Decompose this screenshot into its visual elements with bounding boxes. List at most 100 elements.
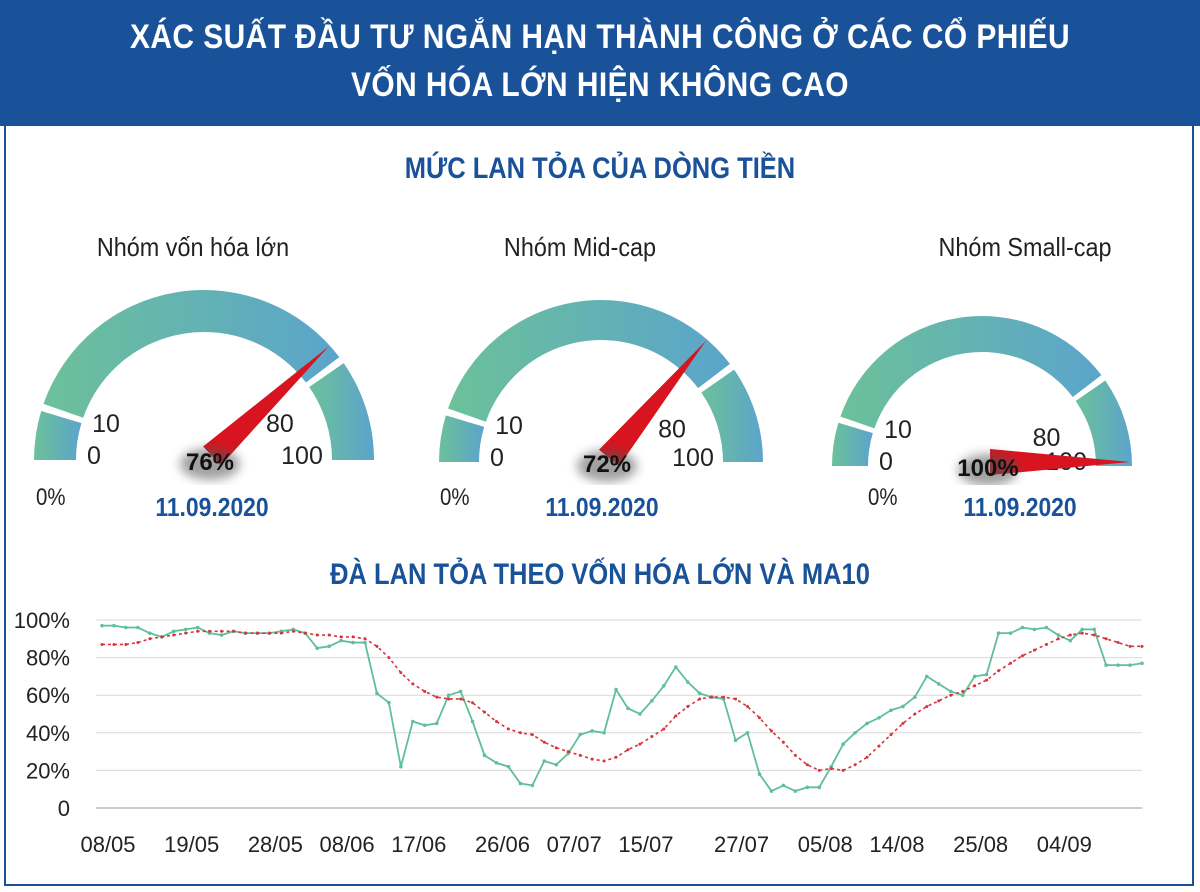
y-tick-label: 100% (14, 608, 70, 633)
series-main-point (793, 789, 798, 793)
series-main-point (805, 785, 810, 790)
series-main-point (411, 719, 415, 724)
gauge-1-tick-80-label: 80 (266, 410, 294, 438)
series-main-point (889, 708, 893, 713)
series-ma10-point (686, 704, 690, 708)
series-ma10-point (339, 635, 343, 639)
gauge-2-segment-3 (701, 369, 763, 462)
series-main-point (662, 684, 666, 688)
gauge-2-date: 11.09.2020 (545, 492, 659, 522)
series-ma10-point (853, 763, 857, 767)
series-main-point (901, 704, 905, 709)
series-ma10-point (303, 631, 307, 635)
gauge-1: 0 10 80 100 76% (34, 290, 374, 480)
series-ma10-point (483, 710, 487, 714)
series-ma10-point (279, 631, 283, 635)
series-ma10-point (793, 753, 797, 757)
series-main-point (948, 689, 953, 694)
series-ma10-point (471, 701, 475, 705)
x-tick-label: 26/06 (475, 832, 530, 857)
y-tick-label: 40% (26, 721, 70, 746)
x-tick-label: 25/08 (953, 832, 1008, 857)
series-ma10-point (674, 714, 678, 718)
series-main-point (1044, 625, 1049, 630)
series-ma10-point (734, 697, 738, 701)
gauge-3-segment-1 (832, 422, 873, 466)
series-ma10-point (722, 695, 726, 699)
series-ma10-point (315, 633, 319, 637)
series-ma10-point (387, 656, 391, 660)
series-main-point (171, 629, 176, 634)
series-ma10-point (554, 746, 558, 750)
series-ma10-point (494, 720, 498, 724)
gauge-2-segment-2 (448, 300, 730, 422)
series-ma10-point (423, 689, 427, 693)
series-ma10-point (172, 633, 176, 637)
series-main-point (506, 764, 511, 769)
series-main-point (578, 732, 582, 737)
series-main-point (494, 761, 499, 765)
series-main-point (1068, 638, 1073, 643)
gauge-2-label: Nhóm Mid-cap (503, 232, 657, 262)
gauge-1-tick-10-label: 10 (92, 410, 120, 438)
series-main-point (387, 700, 391, 705)
series-main-point (375, 691, 379, 696)
series-ma10-point (889, 733, 893, 737)
gauge-1-min-label: 0% (36, 484, 66, 511)
series-ma10-point (805, 763, 809, 767)
series-ma10-point (1116, 641, 1120, 645)
series-main-point (124, 625, 128, 630)
series-main-point (745, 731, 750, 735)
series-ma10-point (243, 631, 247, 635)
series-ma10-point (459, 697, 463, 701)
gauge-2-needle (598, 340, 706, 467)
x-tick-label: 07/07 (547, 832, 602, 857)
series-ma10-point (375, 644, 379, 648)
series-ma10-point (255, 631, 259, 635)
gauge-1-segment-1 (34, 411, 82, 460)
series-main-point (697, 691, 702, 696)
gauge-3-date: 11.09.2020 (963, 492, 1077, 522)
x-tick-label: 04/09 (1037, 832, 1092, 857)
series-ma10-point (136, 641, 140, 645)
series-main-point (315, 646, 319, 650)
series-main-point (327, 644, 331, 649)
gauge-3-value-label: 100% (957, 455, 1018, 482)
header-banner: XÁC SUẤT ĐẦU TƯ NGẮN HẠN THÀNH CÔNG Ở CÁ… (0, 0, 1200, 126)
series-main-point (1140, 661, 1144, 666)
series-ma10-point (925, 704, 929, 708)
header-title-line-2: VỐN HÓA LỚN HIỆN KHÔNG CAO (351, 66, 849, 104)
series-ma10-point (901, 721, 905, 725)
series-main-point (554, 762, 559, 767)
gauge-3-segment-2 (840, 316, 1102, 429)
series-ma10-point (602, 759, 606, 763)
series-ma10-point (231, 629, 235, 633)
series-ma10-point (614, 755, 618, 759)
series-main-point (781, 783, 786, 788)
series-main-point (446, 693, 451, 697)
series-ma10-point (985, 678, 989, 682)
x-tick-label: 08/05 (80, 832, 135, 857)
series-ma10-point (1056, 637, 1060, 641)
series-ma10-point (112, 642, 116, 646)
gauge-1-needle (203, 346, 329, 466)
series-main-point (351, 640, 355, 645)
series-ma10-point (399, 671, 403, 675)
series-main-point (996, 631, 1001, 635)
series-ma10-point (506, 727, 510, 731)
series-ma10-point (327, 633, 331, 637)
series-main-point (1008, 631, 1013, 635)
series-main-point (769, 789, 774, 793)
y-tick-label: 0 (58, 796, 70, 821)
series-main-point (841, 742, 845, 746)
content-frame (4, 126, 1194, 886)
series-ma10-point (530, 733, 534, 737)
x-tick-label: 28/05 (248, 832, 303, 857)
gauge-3-needle (990, 449, 1130, 475)
gauge-2-tick-0-label: 0 (490, 444, 504, 472)
series-main-point (136, 625, 140, 630)
series-ma10-point (757, 716, 761, 720)
gauge-1-tick-100-label: 100 (281, 442, 323, 470)
series-main-point (148, 631, 152, 635)
